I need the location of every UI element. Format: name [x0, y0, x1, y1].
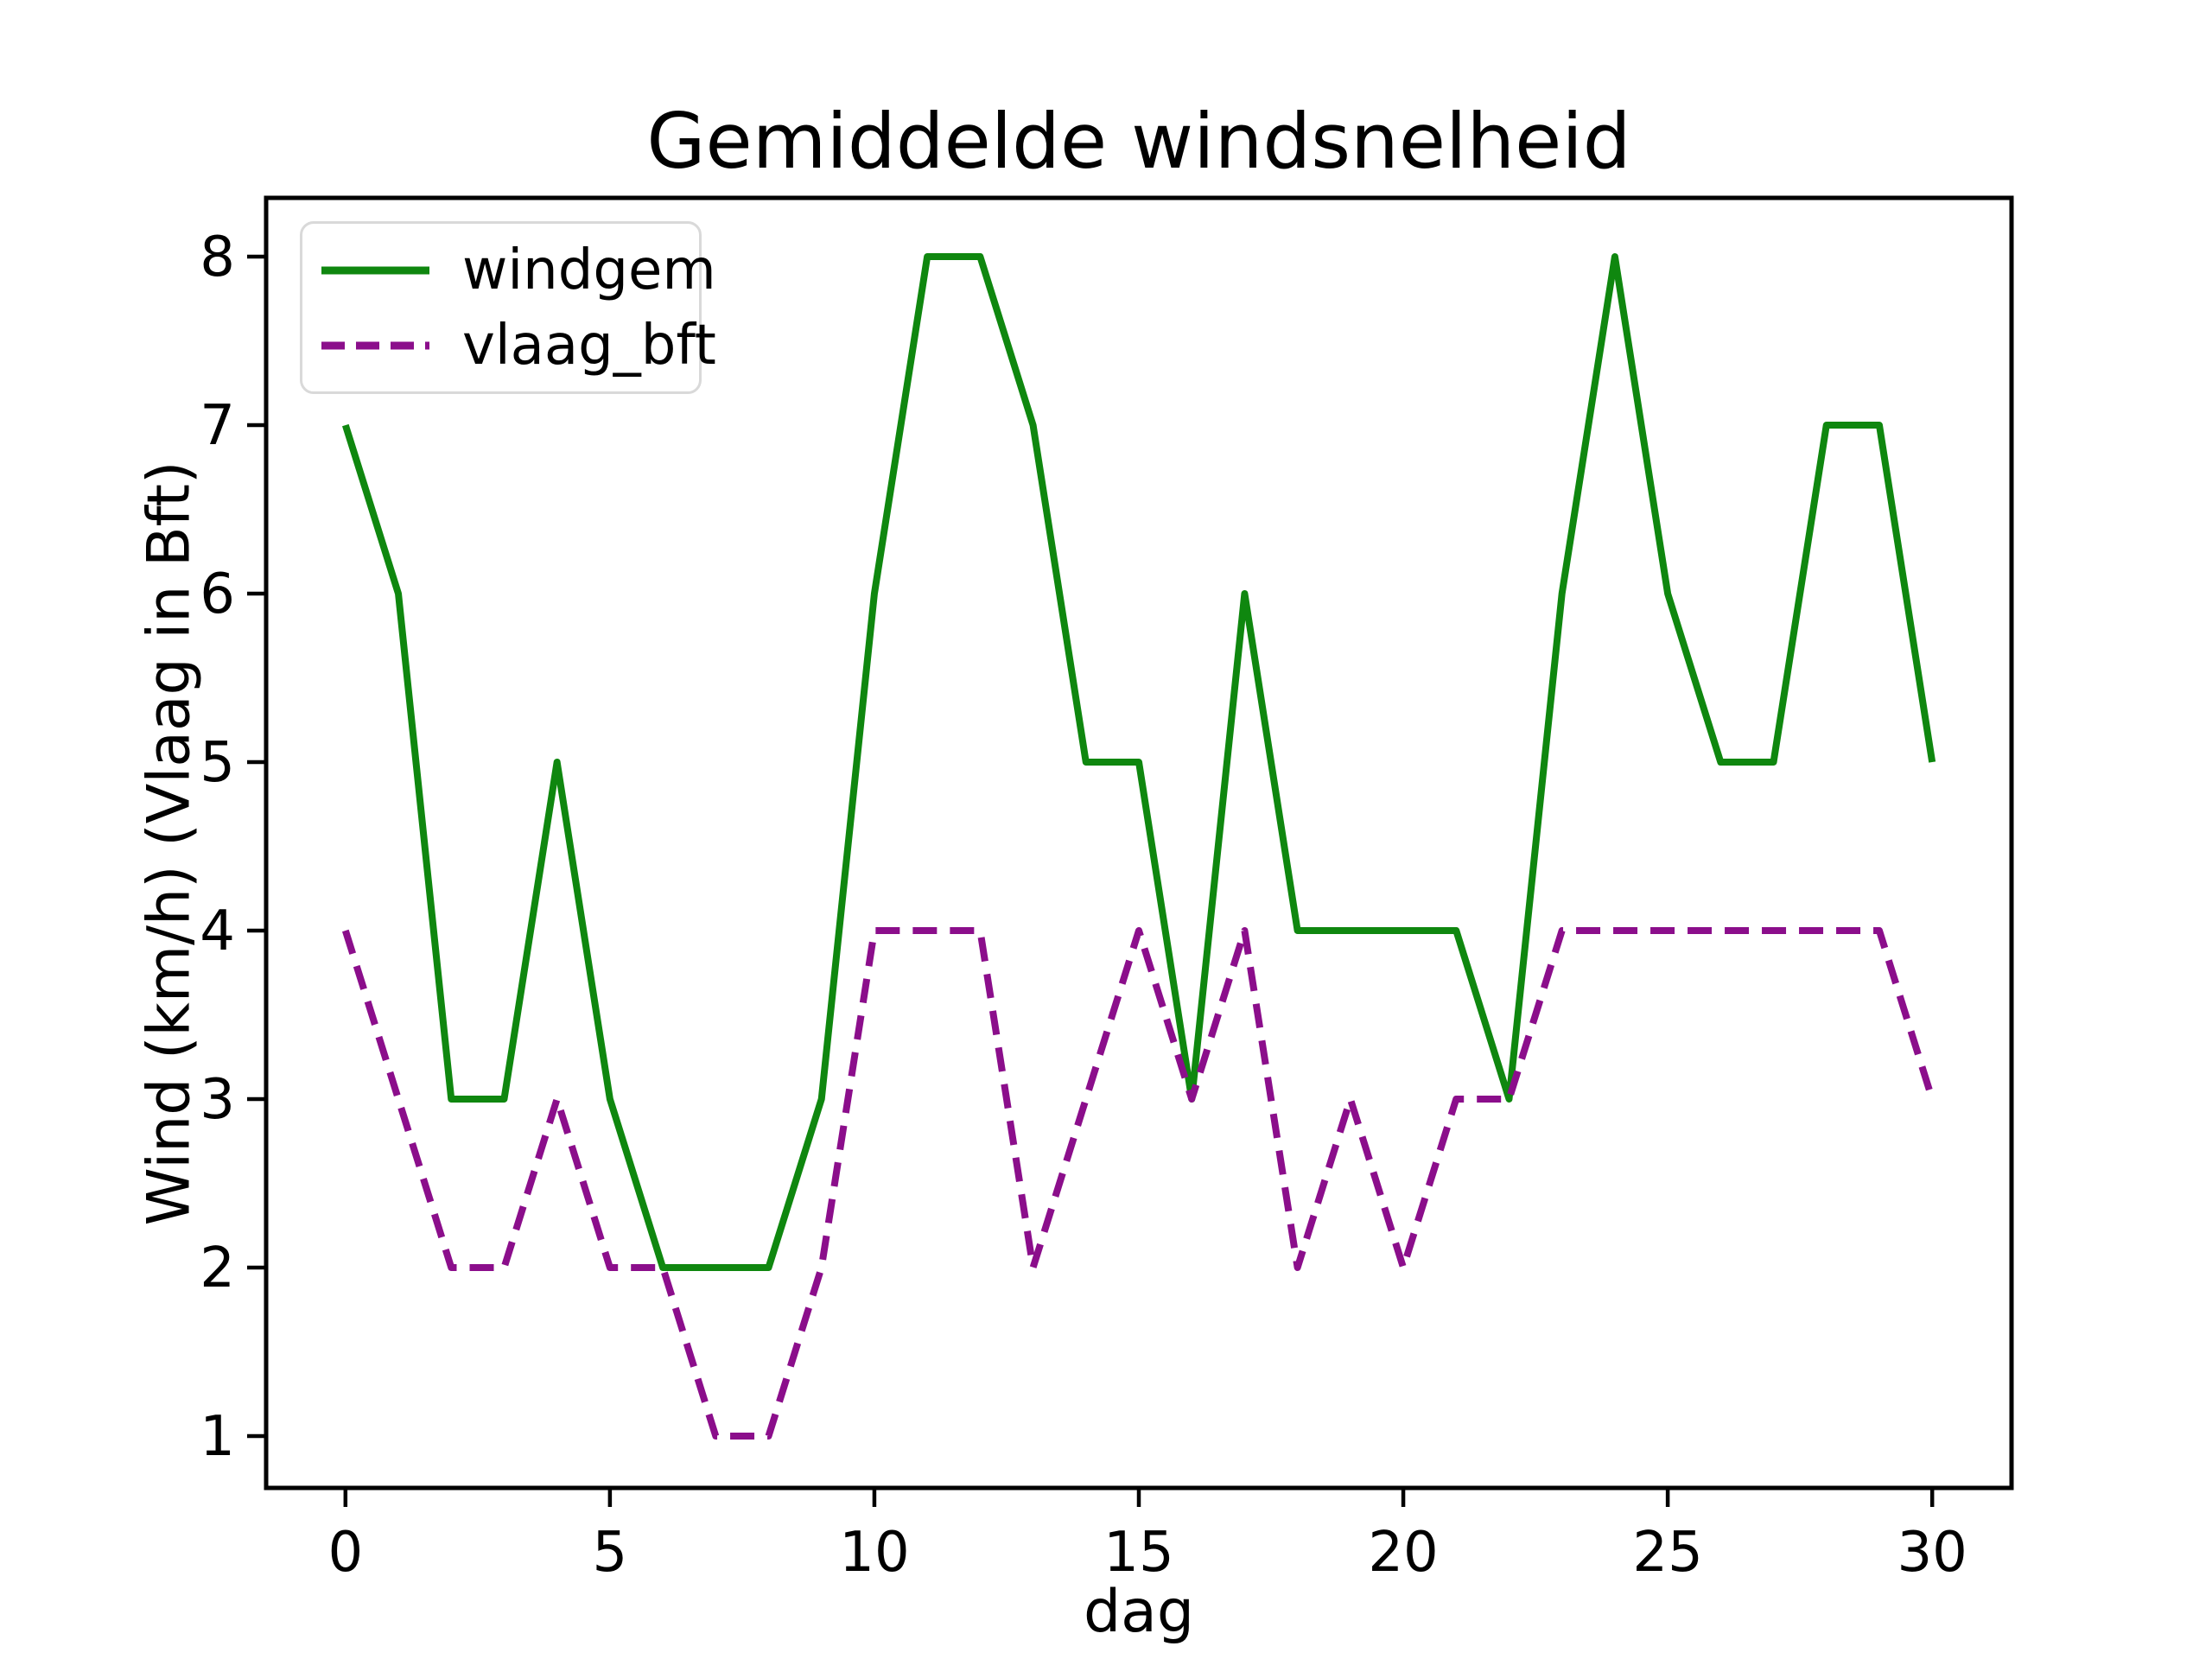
y-tick-label: 6 — [200, 563, 235, 626]
x-tick-label: 10 — [839, 1521, 909, 1585]
legend-entry-windgem: windgem — [321, 243, 716, 298]
y-tick-label: 7 — [200, 394, 235, 458]
y-tick-label: 4 — [200, 899, 235, 963]
series-windgem-line — [342, 253, 1936, 1271]
y-tick-label: 2 — [200, 1236, 235, 1300]
legend-vlaag-bft-line-icon — [321, 341, 429, 349]
legend-label-vlaag-bft: vlaag_bft — [462, 313, 716, 378]
x-tick-label: 0 — [327, 1521, 363, 1585]
x-tick-label: 20 — [1368, 1521, 1438, 1585]
y-tick-label: 3 — [200, 1068, 235, 1132]
y-tick-label: 1 — [200, 1405, 235, 1469]
y-tick-label: 8 — [200, 226, 235, 289]
x-axis-label: dag — [1084, 1578, 1194, 1646]
legend-windgem-line-icon — [321, 266, 429, 274]
chart-title: Gemiddelde windsnelheid — [646, 97, 1631, 186]
x-tick-label: 25 — [1632, 1521, 1702, 1585]
series-vlaag_bft-line — [342, 926, 1936, 1440]
legend-entry-vlaag-bft: vlaag_bft — [321, 318, 716, 373]
x-tick-label: 15 — [1103, 1521, 1173, 1585]
legend: windgem vlaag_bft — [300, 221, 716, 394]
legend-label-windgem: windgem — [462, 238, 716, 302]
y-axis-label: Wind (km/h) (Vlaag in Bft) — [135, 461, 204, 1226]
y-tick-label: 5 — [200, 731, 235, 795]
x-tick-label: 5 — [593, 1521, 628, 1585]
x-tick-label: 30 — [1897, 1521, 1967, 1585]
